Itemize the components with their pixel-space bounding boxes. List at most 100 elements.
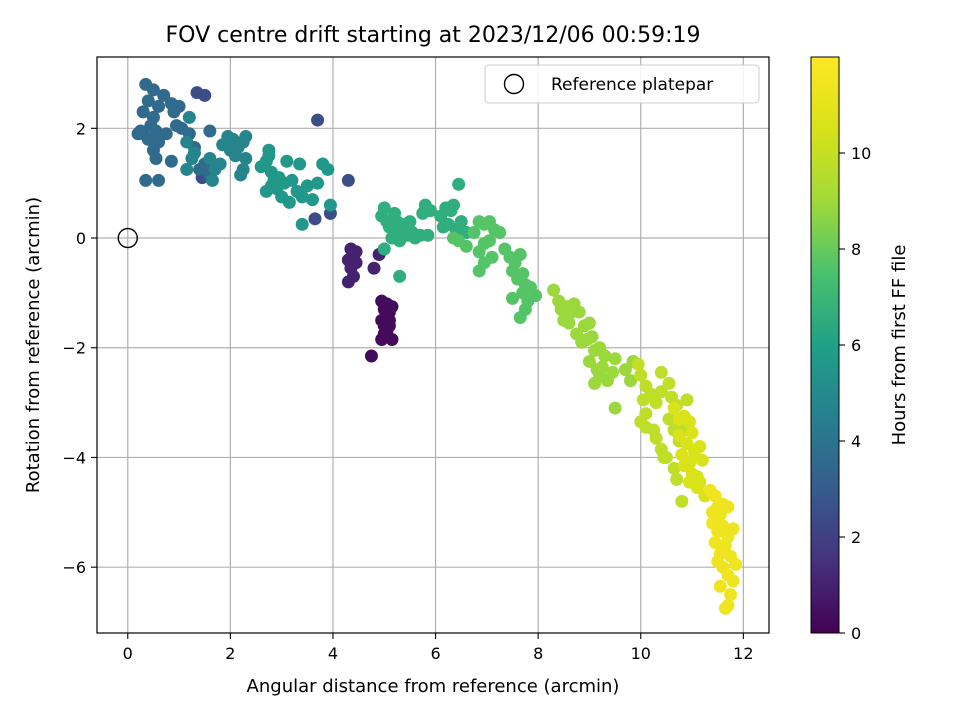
y-axis-ticks: −6 −4 −2 0 2 <box>62 119 97 577</box>
scatter-point <box>726 522 740 536</box>
scatter-point <box>667 401 681 415</box>
colorbar-tick-label: 2 <box>851 528 861 547</box>
scatter-point <box>685 426 699 440</box>
x-tick-label: 8 <box>533 644 543 663</box>
scatter-point <box>693 439 707 453</box>
scatter-point <box>152 99 166 113</box>
scatter-point <box>713 579 727 593</box>
chart-title: FOV centre drift starting at 2023/12/06 … <box>166 23 701 48</box>
scatter-point <box>708 535 722 549</box>
scatter-point <box>172 99 186 113</box>
scatter-point <box>180 162 194 176</box>
scatter-point <box>472 264 486 278</box>
scatter-point <box>726 574 740 588</box>
scatter-point <box>190 86 204 100</box>
scatter-point <box>452 177 466 191</box>
scatter-point <box>149 124 163 138</box>
scatter-point <box>213 157 227 171</box>
scatter-point <box>608 401 622 415</box>
colorbar-tick-label: 0 <box>851 624 861 643</box>
scatter-point <box>662 412 676 426</box>
scatter-point <box>506 291 520 305</box>
scatter-point <box>139 173 153 187</box>
scatter-point <box>239 130 253 144</box>
scatter-point <box>364 349 378 363</box>
scatter-point <box>436 220 450 234</box>
scatter-point <box>305 193 319 207</box>
scatter-point <box>221 130 235 144</box>
scatter-point <box>308 212 322 226</box>
scatter-point <box>321 162 335 176</box>
x-tick-label: 0 <box>123 644 133 663</box>
scatter-point <box>293 157 307 171</box>
scatter-point <box>680 393 694 407</box>
scatter-point <box>618 363 632 377</box>
legend-marker <box>503 73 525 95</box>
scatter-point <box>146 83 160 97</box>
scatter-point <box>393 269 407 283</box>
scatter-point <box>454 215 468 229</box>
scatter-point <box>562 316 576 330</box>
scatter-point <box>631 357 645 371</box>
scatter-point <box>649 431 663 445</box>
colorbar-tick-label: 10 <box>851 144 871 163</box>
scatter-point <box>688 450 702 464</box>
y-tick-label: 2 <box>76 119 86 138</box>
scatter-point <box>180 135 194 149</box>
scatter-point <box>275 190 289 204</box>
scatter-point <box>729 557 743 571</box>
scatter-point <box>152 173 166 187</box>
scatter-point <box>377 242 391 256</box>
scatter-point <box>472 245 486 259</box>
scatter-point <box>672 429 686 443</box>
y-tick-label: 0 <box>76 229 86 248</box>
scatter-point <box>205 173 219 187</box>
scatter-point <box>159 127 173 141</box>
scatter-point <box>682 475 696 489</box>
scatter-point <box>459 239 473 253</box>
scatter-point <box>649 396 663 410</box>
scatter-point <box>203 124 217 138</box>
scatter-point <box>141 132 155 146</box>
scatter-point <box>706 505 720 519</box>
scatter-point <box>193 162 207 176</box>
x-tick-label: 2 <box>225 644 235 663</box>
scatter-point <box>141 94 155 108</box>
scatter-point <box>262 143 276 157</box>
scatter-point <box>680 437 694 451</box>
scatter-point <box>367 261 381 275</box>
scatter-point <box>547 283 561 297</box>
scatter-point <box>608 352 622 366</box>
colorbar-tick-label: 8 <box>851 240 861 259</box>
scatter-point <box>300 179 314 193</box>
x-tick-label: 4 <box>328 644 338 663</box>
scatter-points <box>131 77 743 615</box>
scatter-point <box>377 201 391 215</box>
y-tick-label: −2 <box>62 339 86 358</box>
reference-point <box>117 227 138 249</box>
scatter-point <box>667 461 681 475</box>
x-axis-ticks: 0 2 4 6 8 10 12 <box>123 633 754 663</box>
scatter-point <box>341 173 355 187</box>
scatter-point <box>400 228 414 242</box>
scatter-point <box>185 151 199 165</box>
x-tick-label: 10 <box>631 644 651 663</box>
legend: Reference platepar <box>484 64 760 104</box>
colorbar-ticks: 0 2 4 6 8 10 <box>839 144 871 643</box>
scatter-point <box>588 376 602 390</box>
legend-box <box>484 64 760 104</box>
scatter-point <box>516 267 530 281</box>
scatter-point <box>693 475 707 489</box>
scatter-point <box>403 215 417 229</box>
scatter-point <box>654 365 668 379</box>
scatter-point <box>670 472 684 486</box>
scatter-point <box>606 365 620 379</box>
scatter-point <box>375 294 389 308</box>
scatter-point <box>136 105 150 119</box>
x-tick-label: 6 <box>430 644 440 663</box>
scatter-point <box>582 316 596 330</box>
scatter-point <box>134 124 148 138</box>
scatter-point <box>593 341 607 355</box>
scatter-point <box>311 113 325 127</box>
scatter-point <box>716 519 730 533</box>
